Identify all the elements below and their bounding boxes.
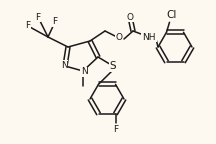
Text: F: F [113,125,118,134]
Text: O: O [116,34,122,42]
Text: F: F [25,21,30,31]
Text: F: F [35,13,41,21]
Text: NH: NH [142,33,156,41]
Text: N: N [61,60,67,70]
Text: S: S [110,61,116,71]
Text: N: N [81,68,87,76]
Text: F: F [52,18,57,26]
Text: Cl: Cl [166,10,177,20]
Text: O: O [127,13,133,21]
